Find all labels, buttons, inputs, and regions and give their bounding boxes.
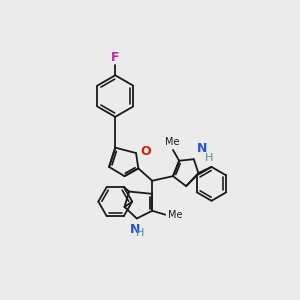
Text: Me: Me [168,210,183,220]
Text: Me: Me [165,137,179,147]
Text: O: O [141,145,151,158]
Text: F: F [111,52,119,64]
Text: H: H [136,228,144,238]
Text: N: N [130,223,140,236]
Text: H: H [205,153,213,164]
Text: N: N [197,142,207,155]
